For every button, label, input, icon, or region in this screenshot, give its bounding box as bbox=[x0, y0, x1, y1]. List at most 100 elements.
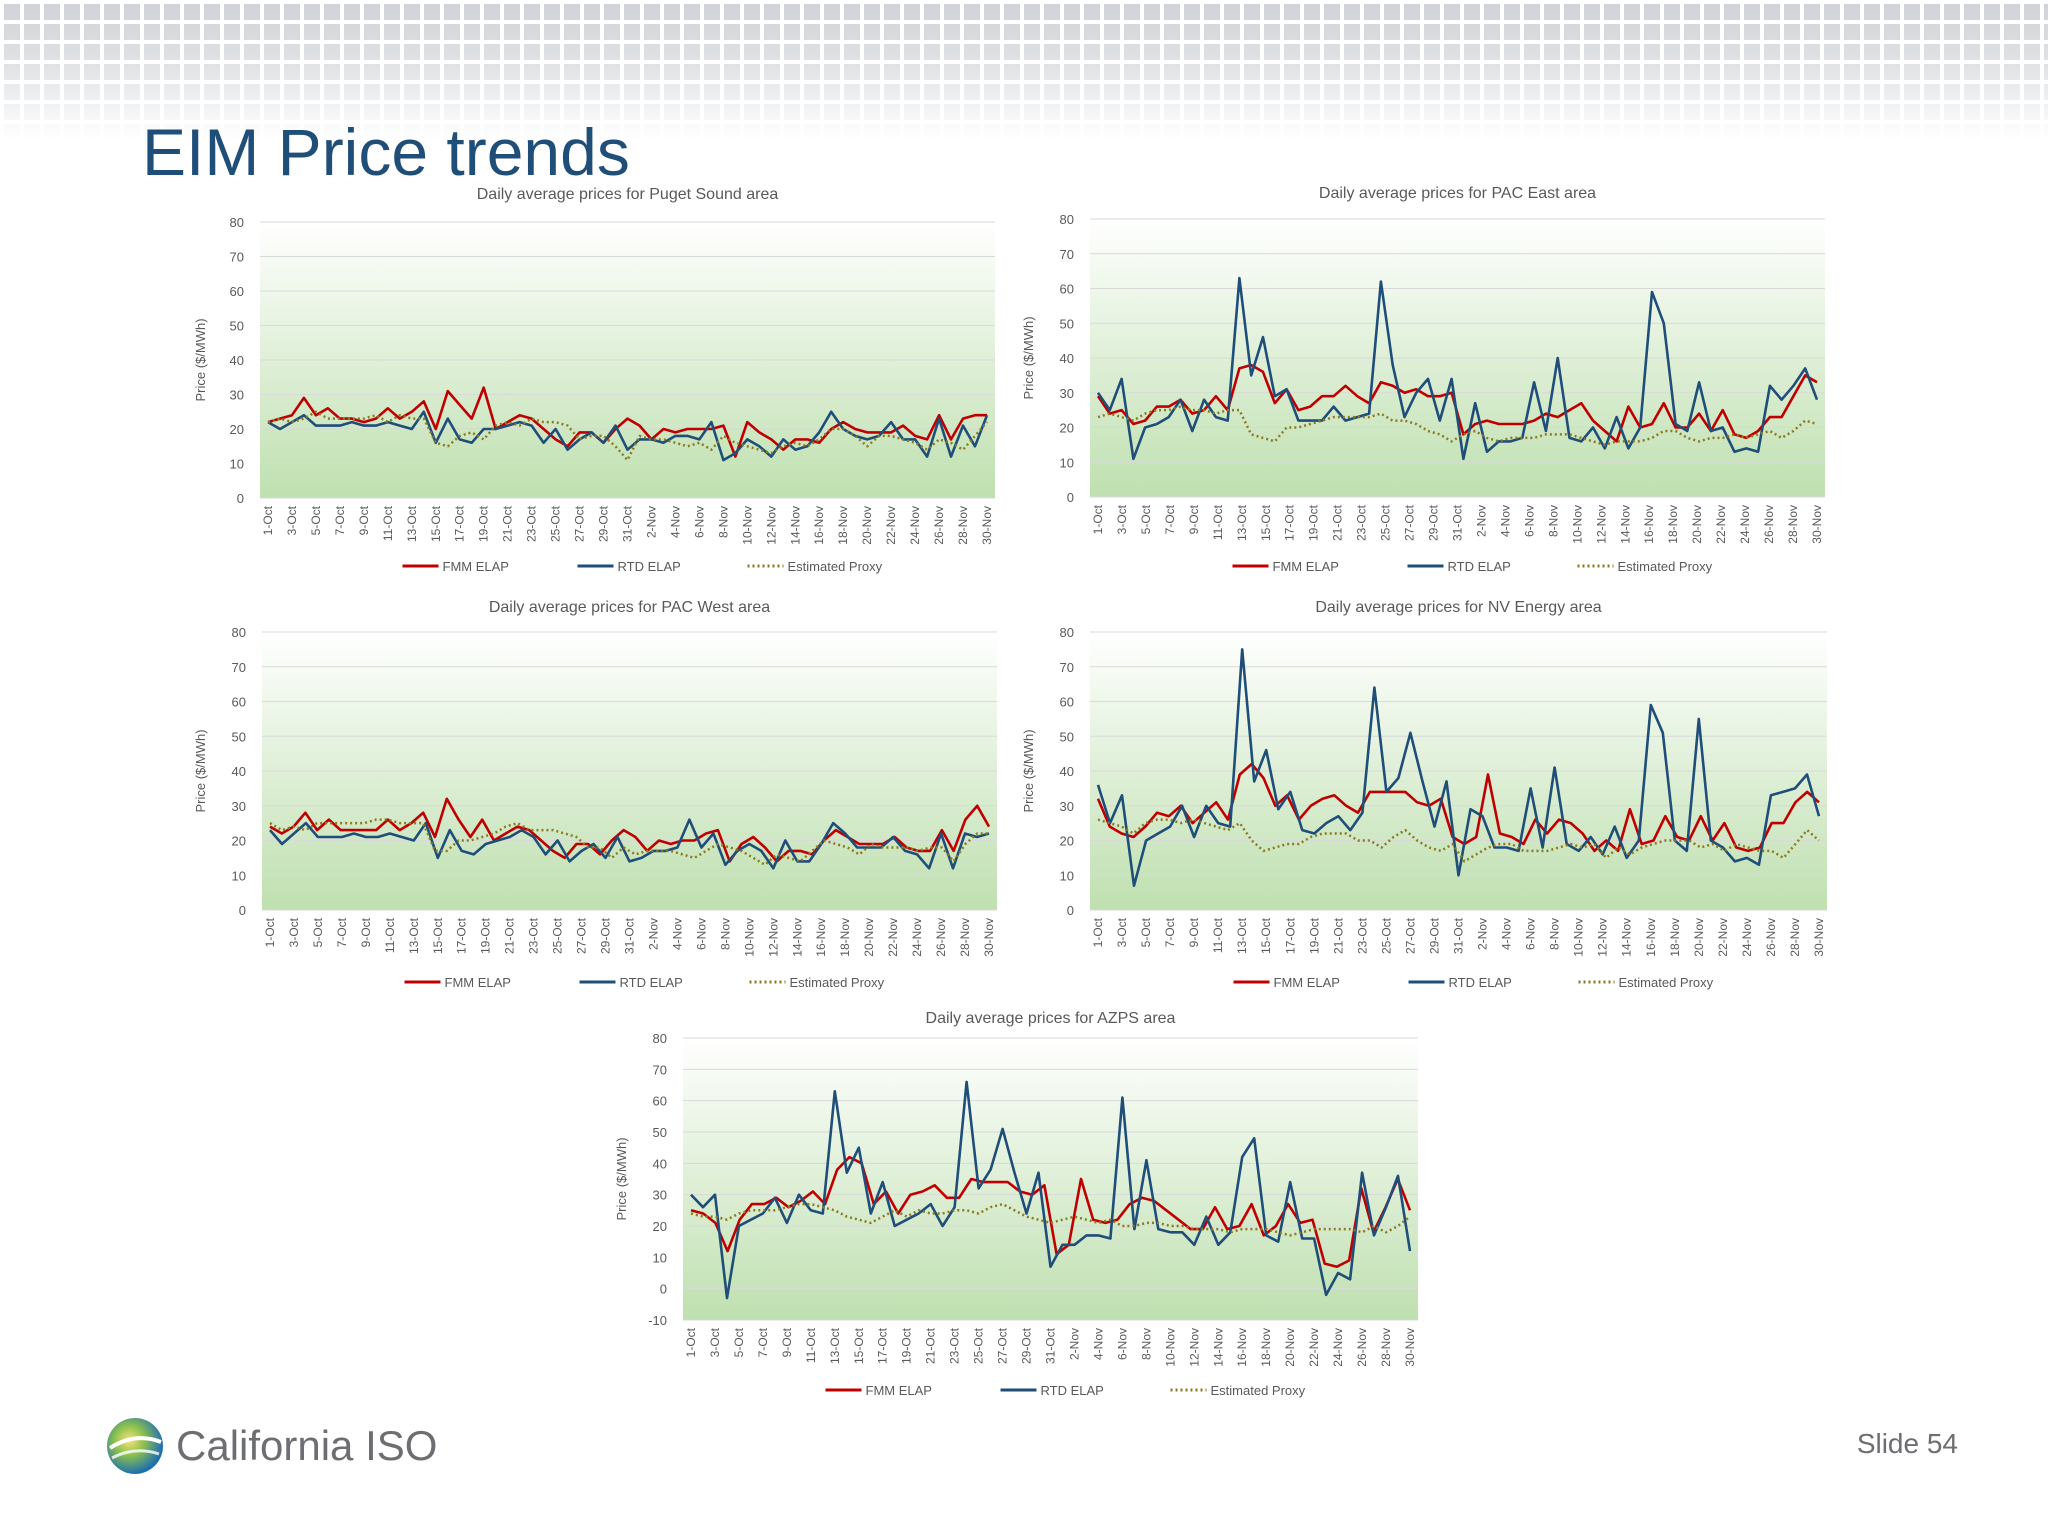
x-tick-label: 21-Oct bbox=[503, 917, 517, 954]
y-tick-label: 50 bbox=[230, 319, 244, 334]
series-line-fmm-elap bbox=[1096, 762, 1820, 853]
x-tick-label: 26-Nov bbox=[932, 506, 946, 545]
x-tick-label: 12-Nov bbox=[764, 506, 778, 545]
series-line-estimated-proxy bbox=[269, 818, 989, 867]
x-tick-label: 29-Oct bbox=[599, 917, 613, 954]
x-tick-label: 31-Oct bbox=[623, 917, 637, 954]
x-tick-label: 25-Oct bbox=[1379, 504, 1393, 541]
x-tick-label: 9-Oct bbox=[359, 917, 373, 947]
x-tick-label: 14-Nov bbox=[790, 918, 804, 957]
x-tick-label: 20-Nov bbox=[860, 506, 874, 545]
chart-2: 0 10 20 30 40 50 60 70 80 Daily average prices fo… bbox=[1021, 185, 1825, 574]
series-line-rtd-elap bbox=[267, 410, 989, 462]
x-tick-label: 28-Nov bbox=[1786, 505, 1800, 544]
y-tick-label: 70 bbox=[230, 250, 244, 265]
y-axis-label: Price ($/MWh) bbox=[1021, 316, 1036, 399]
y-tick-label: 40 bbox=[1060, 764, 1074, 779]
x-tick-label: 11-Oct bbox=[1211, 504, 1225, 540]
x-tick-label: 19-Oct bbox=[1307, 504, 1321, 541]
series-line-estimated-proxy bbox=[1097, 818, 1820, 863]
x-tick-label: 13-Oct bbox=[1235, 504, 1249, 541]
legend-label: FMM ELAP bbox=[1274, 975, 1340, 990]
x-tick-label: 13-Oct bbox=[1235, 917, 1249, 954]
x-tick-label: 6-Nov bbox=[692, 506, 706, 538]
x-tick-label: 13-Oct bbox=[405, 505, 419, 542]
logo-text: California ISO bbox=[176, 1422, 438, 1469]
y-tick-label: 50 bbox=[232, 729, 246, 744]
x-tick-label: 21-Oct bbox=[924, 1327, 938, 1364]
x-tick-label: 29-Oct bbox=[1427, 917, 1441, 954]
x-tick-label: 16-Nov bbox=[814, 918, 828, 957]
legend-label: Estimated Proxy bbox=[1619, 975, 1714, 990]
x-tick-label: 21-Oct bbox=[501, 505, 515, 542]
legend-label: Estimated Proxy bbox=[788, 559, 883, 574]
x-tick-label: 24-Nov bbox=[910, 918, 924, 957]
y-tick-label: 70 bbox=[232, 660, 246, 675]
x-tick-label: 17-Oct bbox=[455, 917, 469, 954]
y-tick-label: 20 bbox=[653, 1219, 667, 1234]
y-tick-label: 80 bbox=[1060, 212, 1074, 227]
x-tick-label: 17-Oct bbox=[1283, 917, 1297, 954]
x-tick-label: 29-Oct bbox=[597, 505, 611, 542]
x-tick-label: 9-Oct bbox=[1187, 504, 1201, 534]
y-tick-label: 10 bbox=[232, 868, 246, 883]
legend-label: Estimated Proxy bbox=[1618, 559, 1713, 574]
x-tick-label: 16-Nov bbox=[812, 506, 826, 545]
series-line-rtd-elap bbox=[1096, 276, 1819, 461]
x-tick-label: 8-Nov bbox=[718, 918, 732, 950]
x-tick-label: 16-Nov bbox=[1644, 918, 1658, 957]
x-tick-label: 20-Nov bbox=[1692, 918, 1706, 957]
legend-label: FMM ELAP bbox=[443, 559, 509, 574]
x-tick-label: 9-Oct bbox=[357, 505, 371, 535]
x-tick-label: 11-Oct bbox=[804, 1327, 818, 1363]
x-tick-label: 11-Oct bbox=[383, 917, 397, 953]
y-tick-label: 0 bbox=[1067, 490, 1074, 505]
y-tick-label: 80 bbox=[1060, 625, 1074, 640]
x-tick-label: 30-Nov bbox=[980, 506, 994, 545]
x-tick-label: 17-Oct bbox=[876, 1327, 890, 1364]
x-tick-label: 17-Oct bbox=[453, 505, 467, 542]
chart-title: Daily average prices for NV Energy area bbox=[1315, 599, 1601, 616]
chart-title: Daily average prices for Puget Sound are… bbox=[477, 186, 779, 203]
y-tick-label: 20 bbox=[1060, 421, 1074, 436]
x-tick-label: 1-Oct bbox=[261, 505, 275, 535]
x-tick-label: 25-Oct bbox=[972, 1327, 986, 1364]
y-tick-label: 0 bbox=[1067, 903, 1074, 918]
x-tick-label: 19-Oct bbox=[477, 505, 491, 542]
x-tick-label: 22-Nov bbox=[884, 506, 898, 545]
x-tick-label: 6-Nov bbox=[694, 918, 708, 950]
x-tick-label: 31-Oct bbox=[1044, 1327, 1058, 1364]
chart-title: Daily average prices for PAC West area bbox=[489, 599, 770, 616]
x-tick-label: 1-Oct bbox=[1091, 504, 1105, 534]
series-line-fmm-elap bbox=[690, 1155, 1412, 1268]
x-tick-label: 3-Oct bbox=[287, 917, 301, 947]
x-tick-label: 8-Nov bbox=[1546, 505, 1560, 537]
x-tick-label: 27-Oct bbox=[573, 505, 587, 542]
legend-label: FMM ELAP bbox=[866, 1383, 932, 1398]
x-tick-label: 22-Nov bbox=[886, 918, 900, 957]
x-tick-label: 19-Oct bbox=[479, 917, 493, 954]
x-tick-label: 18-Nov bbox=[1668, 918, 1682, 957]
x-tick-label: 19-Oct bbox=[900, 1327, 914, 1364]
y-tick-label: 10 bbox=[230, 457, 244, 472]
x-tick-label: 5-Oct bbox=[1139, 504, 1153, 534]
x-tick-label: 5-Oct bbox=[1139, 917, 1153, 947]
x-tick-label: 23-Oct bbox=[525, 505, 539, 542]
x-tick-label: 26-Nov bbox=[934, 918, 948, 957]
y-tick-label: 10 bbox=[1060, 868, 1074, 883]
y-axis-label: Price ($/MWh) bbox=[193, 318, 208, 401]
series-line-rtd-elap bbox=[269, 818, 990, 870]
y-tick-label: 80 bbox=[653, 1031, 667, 1046]
x-tick-label: 20-Nov bbox=[862, 918, 876, 957]
x-tick-label: 24-Nov bbox=[1738, 505, 1752, 544]
y-tick-label: 0 bbox=[239, 903, 246, 918]
x-tick-label: 27-Oct bbox=[1403, 917, 1417, 954]
x-tick-label: 10-Nov bbox=[1163, 1328, 1177, 1367]
x-tick-label: 6-Nov bbox=[1524, 918, 1538, 950]
x-tick-label: 21-Oct bbox=[1331, 504, 1345, 541]
x-tick-label: 7-Oct bbox=[1163, 504, 1177, 534]
x-tick-label: 4-Nov bbox=[1500, 918, 1514, 950]
x-tick-label: 4-Nov bbox=[670, 918, 684, 950]
x-tick-label: 29-Oct bbox=[1020, 1327, 1034, 1364]
